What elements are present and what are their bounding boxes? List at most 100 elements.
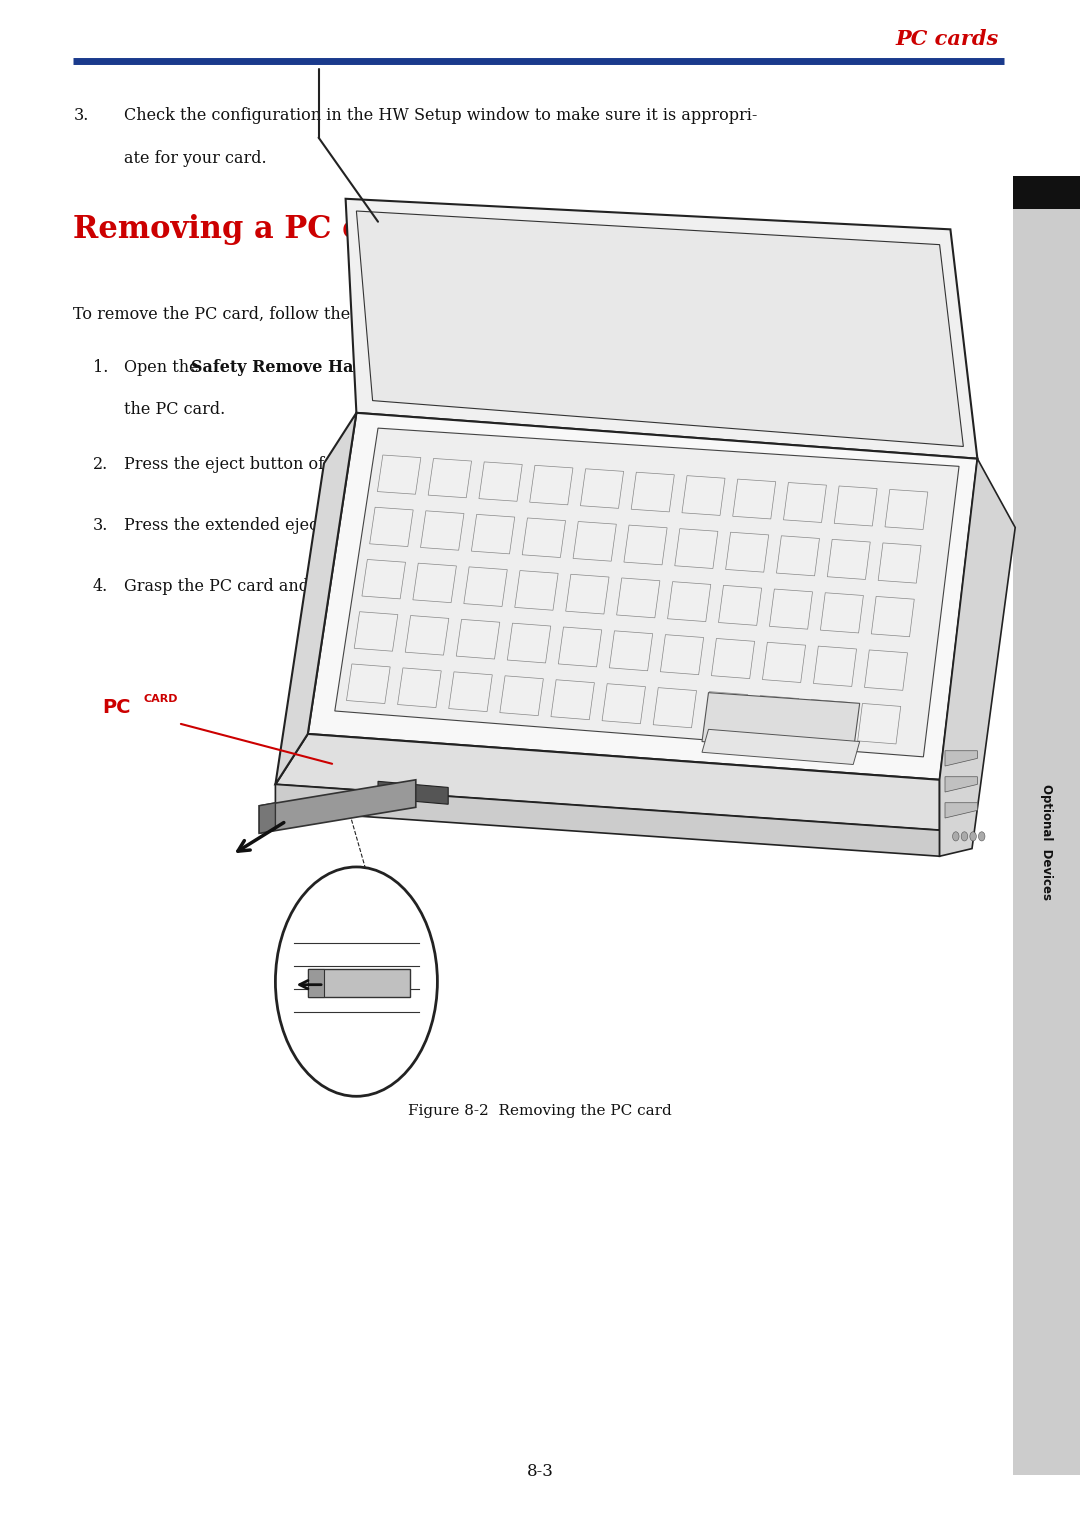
Polygon shape: [308, 969, 324, 997]
Text: icon on the system tray and disable: icon on the system tray and disable: [377, 359, 671, 376]
Polygon shape: [609, 631, 652, 671]
Polygon shape: [617, 578, 660, 618]
Polygon shape: [580, 469, 623, 508]
Text: To remove the PC card, follow the steps below.: To remove the PC card, follow the steps …: [73, 306, 456, 323]
Polygon shape: [813, 647, 856, 687]
Text: Safety Remove Hardware: Safety Remove Hardware: [191, 359, 416, 376]
Polygon shape: [259, 803, 275, 833]
Polygon shape: [346, 199, 977, 459]
Polygon shape: [275, 784, 940, 856]
Text: ate for your card.: ate for your card.: [124, 150, 267, 167]
Polygon shape: [308, 969, 410, 997]
Polygon shape: [624, 524, 667, 564]
Polygon shape: [377, 456, 421, 494]
Polygon shape: [308, 413, 977, 780]
Polygon shape: [660, 635, 704, 674]
Polygon shape: [755, 696, 798, 735]
Polygon shape: [704, 691, 747, 732]
Polygon shape: [405, 616, 449, 654]
Polygon shape: [712, 639, 755, 679]
Polygon shape: [834, 486, 877, 526]
Polygon shape: [515, 570, 558, 610]
Text: Figure 8-2  Removing the PC card: Figure 8-2 Removing the PC card: [408, 1104, 672, 1118]
Polygon shape: [428, 459, 472, 498]
Polygon shape: [653, 688, 697, 728]
Polygon shape: [362, 560, 405, 599]
Text: 8-3: 8-3: [527, 1463, 553, 1480]
Text: 2.: 2.: [93, 456, 108, 472]
Polygon shape: [448, 671, 492, 711]
Polygon shape: [681, 476, 725, 515]
Polygon shape: [769, 589, 812, 628]
Polygon shape: [420, 511, 464, 550]
Polygon shape: [558, 627, 602, 667]
Polygon shape: [872, 596, 915, 636]
Polygon shape: [667, 581, 711, 622]
Polygon shape: [602, 683, 646, 723]
Polygon shape: [259, 780, 416, 833]
Circle shape: [978, 832, 985, 841]
Polygon shape: [864, 650, 907, 690]
Polygon shape: [702, 729, 860, 764]
Circle shape: [953, 832, 959, 841]
Text: 4.: 4.: [93, 578, 108, 595]
Polygon shape: [878, 543, 921, 583]
Polygon shape: [335, 428, 959, 757]
Text: 3.: 3.: [73, 107, 89, 124]
Polygon shape: [732, 479, 775, 518]
Polygon shape: [777, 535, 820, 576]
Polygon shape: [675, 529, 718, 569]
Polygon shape: [354, 612, 397, 651]
Polygon shape: [885, 489, 928, 529]
Polygon shape: [566, 575, 609, 615]
Text: Press the extended eject button to pop the card out slightly.: Press the extended eject button to pop t…: [124, 517, 613, 534]
Bar: [1013, 176, 1080, 1475]
Polygon shape: [508, 624, 551, 664]
Polygon shape: [378, 781, 448, 804]
Text: CARD: CARD: [144, 694, 178, 703]
Polygon shape: [551, 680, 594, 720]
Polygon shape: [471, 514, 515, 553]
Polygon shape: [827, 540, 870, 579]
Bar: [1013, 176, 1080, 209]
Polygon shape: [275, 734, 940, 830]
Polygon shape: [945, 777, 977, 792]
Text: 3.: 3.: [93, 517, 108, 534]
Text: Check the configuration in the HW Setup window to make sure it is appropri-: Check the configuration in the HW Setup …: [124, 107, 757, 124]
Circle shape: [961, 832, 968, 841]
Polygon shape: [413, 563, 457, 602]
Polygon shape: [529, 465, 572, 505]
Polygon shape: [783, 483, 826, 523]
Polygon shape: [478, 462, 523, 502]
Polygon shape: [807, 699, 850, 740]
Polygon shape: [631, 472, 674, 512]
Text: the PC card.: the PC card.: [124, 401, 226, 417]
Circle shape: [970, 832, 976, 841]
Polygon shape: [945, 751, 977, 766]
Polygon shape: [945, 803, 977, 818]
Text: Open the: Open the: [124, 359, 204, 376]
Text: Press the eject button of the PC card you want to remove to extend the button.: Press the eject button of the PC card yo…: [124, 456, 769, 472]
Text: PC cards: PC cards: [895, 29, 999, 49]
Polygon shape: [726, 532, 769, 572]
Polygon shape: [275, 413, 356, 784]
Polygon shape: [718, 586, 761, 625]
Polygon shape: [702, 693, 860, 752]
Polygon shape: [347, 664, 390, 703]
Polygon shape: [397, 668, 442, 708]
Polygon shape: [858, 703, 901, 745]
Polygon shape: [523, 518, 566, 558]
Text: 1.: 1.: [93, 359, 108, 376]
Polygon shape: [573, 521, 617, 561]
Polygon shape: [500, 676, 543, 716]
Polygon shape: [821, 593, 863, 633]
Text: Optional  Devices: Optional Devices: [1040, 784, 1053, 901]
Circle shape: [275, 867, 437, 1096]
Polygon shape: [356, 211, 963, 446]
Text: Grasp the PC card and remove it.: Grasp the PC card and remove it.: [124, 578, 396, 595]
Text: Removing a PC card: Removing a PC card: [73, 214, 418, 245]
Polygon shape: [463, 567, 508, 607]
Polygon shape: [762, 642, 806, 682]
Polygon shape: [940, 459, 1015, 856]
Text: PC: PC: [103, 699, 131, 717]
